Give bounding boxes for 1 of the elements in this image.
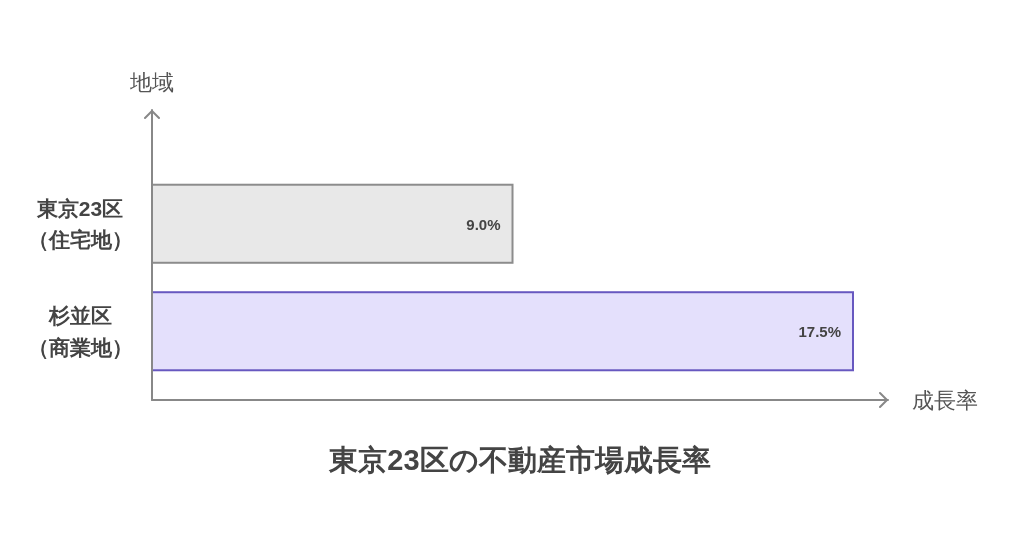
title: 東京23区の不動産市場成長率 <box>329 444 711 476</box>
